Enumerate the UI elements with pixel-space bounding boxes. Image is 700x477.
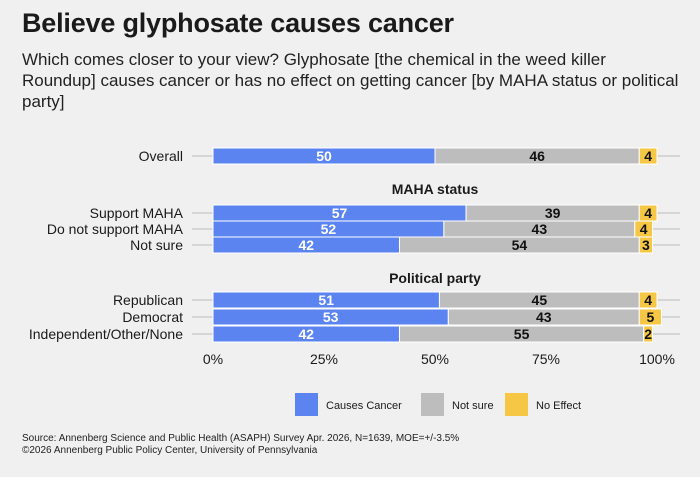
legend-label: No Effect bbox=[536, 400, 581, 412]
source-note: Source: Annenberg Science and Public Hea… bbox=[22, 433, 459, 457]
x-tick-label: 75% bbox=[532, 351, 560, 367]
data-label: 4 bbox=[644, 148, 652, 164]
row-label: Not sure bbox=[130, 237, 183, 253]
data-label: 51 bbox=[318, 292, 334, 308]
bar-segment bbox=[643, 325, 654, 343]
bar-segment bbox=[638, 236, 654, 254]
data-label: 52 bbox=[321, 221, 337, 237]
legend-swatch bbox=[295, 393, 318, 416]
legend-swatch bbox=[505, 393, 528, 416]
legend-swatch bbox=[421, 393, 444, 416]
bar-segment bbox=[638, 147, 658, 165]
data-label: 53 bbox=[323, 309, 339, 325]
data-label: 50 bbox=[316, 148, 332, 164]
data-label: 46 bbox=[529, 148, 545, 164]
data-label: 42 bbox=[298, 237, 314, 253]
data-label: 55 bbox=[514, 326, 530, 342]
data-label: 54 bbox=[512, 237, 528, 253]
source-line: Source: Annenberg Science and Public Hea… bbox=[22, 433, 460, 444]
row-label: Do not support MAHA bbox=[47, 221, 184, 237]
group-heading: MAHA status bbox=[392, 181, 479, 197]
data-label: 5 bbox=[646, 309, 654, 325]
row-label: Overall bbox=[139, 148, 183, 164]
row-label: Independent/Other/None bbox=[29, 326, 183, 342]
chart-title: Believe glyphosate causes cancer bbox=[22, 8, 454, 38]
group-heading: Political party bbox=[389, 270, 481, 286]
data-label: 4 bbox=[640, 221, 648, 237]
x-tick-label: 25% bbox=[310, 351, 338, 367]
data-label: 4 bbox=[644, 292, 652, 308]
data-label: 43 bbox=[532, 221, 548, 237]
x-tick-label: 50% bbox=[421, 351, 449, 367]
data-label: 45 bbox=[532, 292, 548, 308]
bar-segment bbox=[638, 291, 658, 309]
legend-label: Not sure bbox=[452, 400, 494, 412]
copyright-line: ©2026 Annenberg Public Policy Center, Un… bbox=[22, 445, 318, 456]
data-label: 39 bbox=[545, 205, 561, 221]
row-label: Republican bbox=[113, 292, 183, 308]
row-label: Support MAHA bbox=[90, 205, 184, 221]
x-tick-label: 0% bbox=[203, 351, 223, 367]
x-tick-label: 100% bbox=[639, 351, 675, 367]
data-label: 57 bbox=[332, 205, 348, 221]
data-label: 2 bbox=[644, 326, 652, 342]
data-label: 4 bbox=[644, 205, 652, 221]
data-label: 3 bbox=[642, 237, 650, 253]
row-label: Democrat bbox=[122, 309, 183, 325]
chart-subtitle: Which comes closer to your view? Glyphos… bbox=[22, 50, 679, 111]
legend-label: Causes Cancer bbox=[326, 400, 402, 412]
bar-segment bbox=[638, 308, 662, 326]
data-label: 43 bbox=[536, 309, 552, 325]
data-label: 42 bbox=[298, 326, 314, 342]
